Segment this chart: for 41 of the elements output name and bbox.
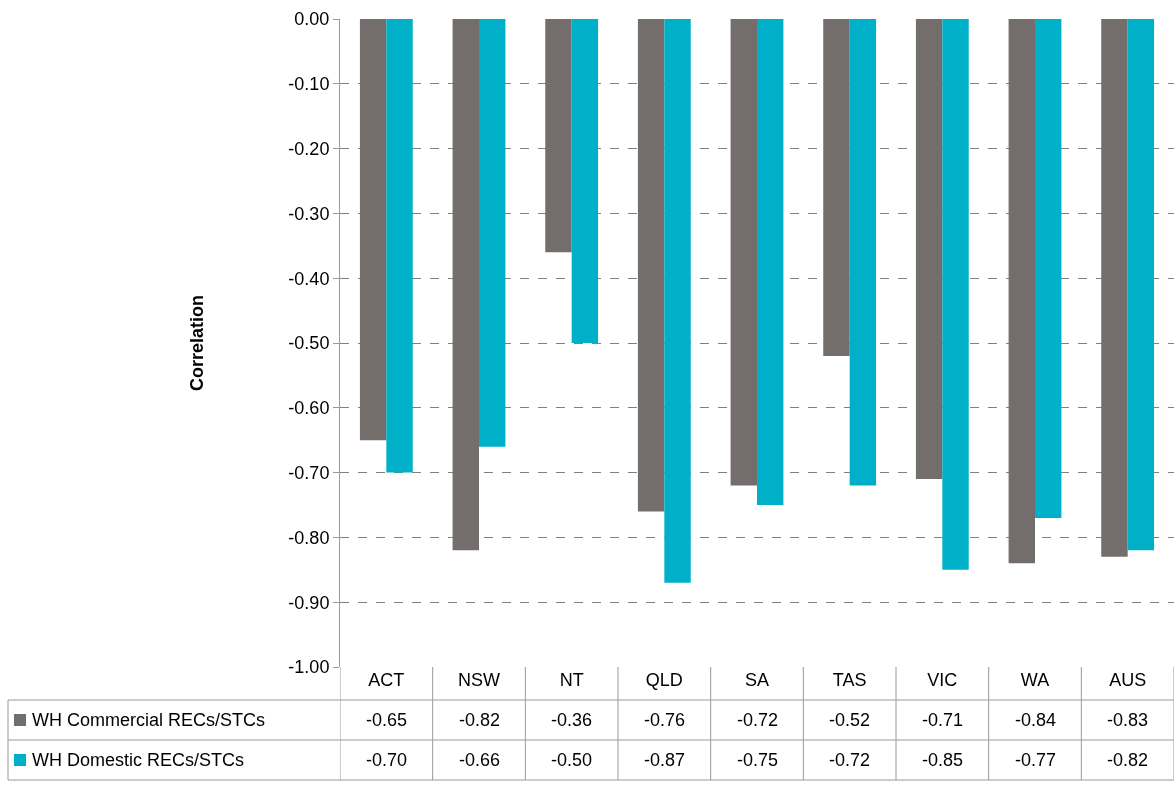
legend-label: WH Domestic RECs/STCs xyxy=(32,750,245,770)
data-label: -0.71 xyxy=(922,710,964,730)
data-label: -0.52 xyxy=(829,710,871,730)
legend-label: WH Commercial RECs/STCs xyxy=(32,710,266,730)
data-label: -0.82 xyxy=(459,710,501,730)
data-label: -0.70 xyxy=(366,750,408,770)
data-label: -0.65 xyxy=(366,710,408,730)
x-tick-label: WA xyxy=(1020,670,1050,690)
x-tick-label: TAS xyxy=(832,670,867,690)
y-tick-label: -0.50 xyxy=(288,333,330,354)
x-tick-label: ACT xyxy=(368,670,405,690)
data-label: -0.76 xyxy=(644,710,686,730)
data-label: -0.87 xyxy=(644,750,686,770)
x-tick-label: AUS xyxy=(1109,670,1147,690)
y-tick-label: -0.70 xyxy=(288,462,330,483)
x-tick-label: QLD xyxy=(645,670,683,690)
y-tick-label: -0.90 xyxy=(288,592,330,613)
y-tick-label: -0.40 xyxy=(288,268,330,289)
y-tick-label: -0.30 xyxy=(288,203,330,224)
data-label: -0.72 xyxy=(829,750,871,770)
x-tick-label: NT xyxy=(559,670,584,690)
data-label: -0.84 xyxy=(1015,710,1057,730)
y-tick-label: 0.00 xyxy=(294,9,330,30)
y-tick-label: -0.20 xyxy=(288,138,330,159)
data-label: -0.72 xyxy=(737,710,779,730)
y-tick-label: -1.00 xyxy=(288,657,330,678)
y-tick-label: -0.10 xyxy=(288,74,330,95)
data-label: -0.50 xyxy=(551,750,593,770)
data-label: -0.36 xyxy=(551,710,593,730)
data-label: -0.83 xyxy=(1107,710,1149,730)
x-tick-label: VIC xyxy=(927,670,958,690)
x-tick-label: SA xyxy=(744,670,770,690)
data-label: -0.77 xyxy=(1015,750,1057,770)
data-label: -0.66 xyxy=(459,750,501,770)
x-tick-label: NSW xyxy=(458,670,500,690)
data-label: -0.82 xyxy=(1107,750,1149,770)
data-label: -0.85 xyxy=(922,750,964,770)
y-axis-title: Correlation xyxy=(186,294,207,392)
y-tick-label: -0.80 xyxy=(288,527,330,548)
y-tick-label: -0.60 xyxy=(288,398,330,419)
data-label: -0.75 xyxy=(737,750,779,770)
